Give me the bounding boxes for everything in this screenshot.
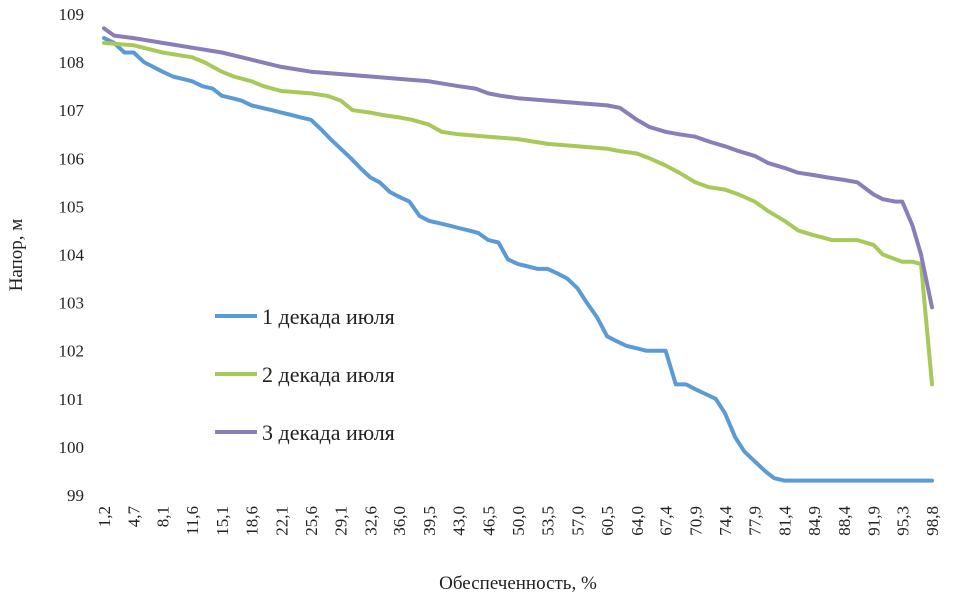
- y-axis-title: Напор, м: [6, 219, 27, 292]
- x-tick-label: 98,8: [923, 506, 942, 536]
- x-tick-label: 32,6: [361, 506, 380, 536]
- y-axis-ticks: 99 100 101 102 103 104 105 106 107 108 109: [59, 5, 85, 505]
- x-tick-label: 15,1: [213, 506, 232, 536]
- y-tick-label: 99: [67, 486, 84, 505]
- series-lines: [102, 26, 934, 483]
- x-tick-label: 60,5: [598, 506, 617, 536]
- x-tick-label: 11,6: [183, 506, 202, 535]
- x-tick-label: 53,5: [539, 506, 558, 536]
- legend-label-1: 1 декада июля: [262, 304, 395, 329]
- legend-label-3: 3 декада июля: [262, 420, 395, 445]
- x-tick-label: 4,7: [125, 506, 144, 528]
- x-tick-label: 50,0: [509, 506, 528, 536]
- y-tick-label: 103: [59, 294, 85, 313]
- y-tick-label: 107: [59, 101, 85, 120]
- x-tick-label: 22,1: [272, 506, 291, 536]
- x-tick-label: 88,4: [835, 506, 854, 536]
- x-tick-label: 74,4: [716, 506, 735, 536]
- series-line-1: [102, 36, 934, 483]
- x-tick-label: 46,5: [479, 506, 498, 536]
- x-tick-label: 84,9: [805, 506, 824, 536]
- y-tick-label: 101: [59, 390, 85, 409]
- x-tick-label: 43,0: [450, 506, 469, 536]
- y-tick-label: 104: [59, 246, 85, 265]
- y-tick-label: 100: [59, 438, 85, 457]
- x-tick-label: 70,9: [686, 506, 705, 536]
- x-tick-label: 67,4: [657, 506, 676, 536]
- x-tick-label: 29,1: [332, 506, 351, 536]
- x-tick-label: 18,6: [243, 506, 262, 536]
- x-tick-label: 77,9: [746, 506, 765, 536]
- series-line-3: [102, 26, 934, 310]
- x-tick-label: 91,9: [864, 506, 883, 536]
- x-tick-label: 39,5: [420, 506, 439, 536]
- x-tick-label: 57,0: [568, 506, 587, 536]
- legend-label-2: 2 декада июля: [262, 362, 395, 387]
- x-tick-label: 36,0: [390, 506, 409, 536]
- x-axis-title: Обеспеченность, %: [439, 573, 597, 594]
- x-tick-label: 95,3: [893, 506, 912, 536]
- y-tick-label: 108: [59, 53, 85, 72]
- y-tick-label: 102: [59, 342, 85, 361]
- x-tick-label: 81,4: [775, 506, 794, 536]
- x-tick-label: 64,0: [628, 506, 647, 536]
- x-tick-label: 1,2: [95, 506, 114, 527]
- x-tick-label: 25,6: [302, 506, 321, 536]
- y-tick-label: 106: [59, 149, 85, 168]
- series-line-2: [102, 40, 934, 387]
- legend: 1 декада июля 2 декада июля 3 декада июля: [215, 304, 395, 445]
- x-tick-label: 8,1: [154, 506, 173, 527]
- y-tick-label: 105: [59, 197, 85, 216]
- x-axis-ticks: 1,2 4,7 8,1 11,6 15,1 18,6 22,1 25,6 29,1 32,6 36,…: [95, 506, 942, 536]
- y-tick-label: 109: [59, 5, 85, 24]
